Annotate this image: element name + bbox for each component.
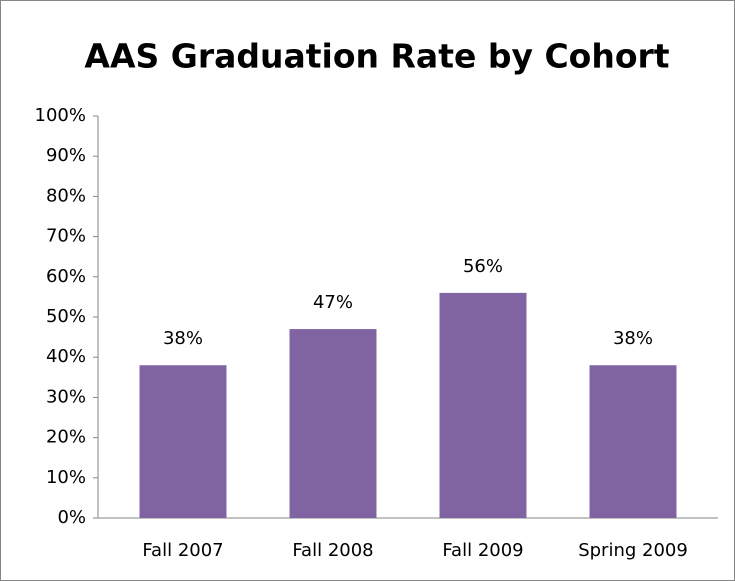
x-tick-label: Fall 2007 xyxy=(142,540,223,561)
x-tick-label: Fall 2008 xyxy=(292,540,373,561)
data-label: 38% xyxy=(163,328,203,349)
y-tick-label: 80% xyxy=(46,185,86,206)
bar xyxy=(589,365,677,518)
data-label: 38% xyxy=(613,328,653,349)
y-tick-label: 50% xyxy=(46,306,86,327)
data-label: 56% xyxy=(463,256,503,277)
y-tick-label: 40% xyxy=(46,346,86,367)
x-tick-label: Spring 2009 xyxy=(578,540,688,561)
bar xyxy=(439,292,527,518)
y-tick-label: 60% xyxy=(46,266,86,287)
y-tick-label: 10% xyxy=(46,467,86,488)
chart-title: AAS Graduation Rate by Cohort xyxy=(84,37,669,76)
data-label: 47% xyxy=(313,292,353,313)
y-tick-label: 20% xyxy=(46,427,86,448)
y-tick-label: 70% xyxy=(46,226,86,247)
y-tick-label: 30% xyxy=(46,386,86,407)
x-tick-label: Fall 2009 xyxy=(442,540,523,561)
y-tick-label: 90% xyxy=(46,145,86,166)
bar xyxy=(289,329,377,518)
bar xyxy=(139,365,227,518)
y-tick-label: 100% xyxy=(35,105,86,126)
y-tick-label: 0% xyxy=(57,507,86,528)
